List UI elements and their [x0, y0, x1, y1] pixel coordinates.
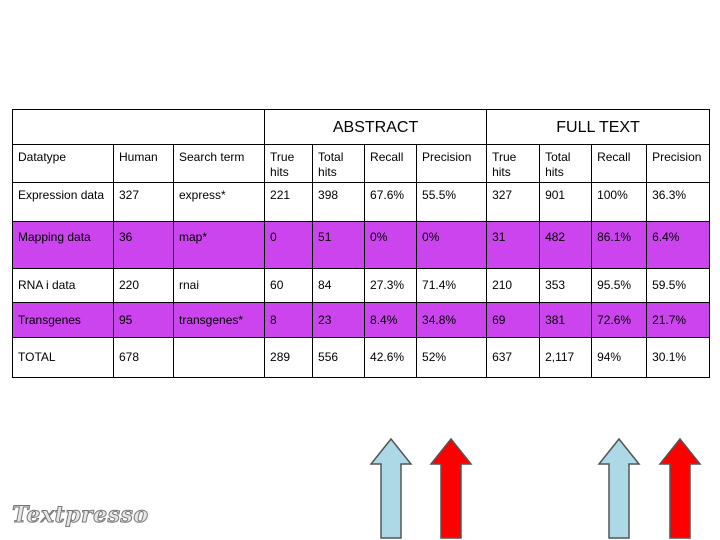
- search-term-cell: express*: [172, 182, 266, 222]
- abstract-precision-cell: 52%: [416, 337, 488, 378]
- abstract-precision-cell: 0%: [416, 221, 488, 269]
- results-table: ABSTRACT FULL TEXT Datatype Human Search…: [11, 109, 711, 378]
- column-header: Recall: [364, 144, 418, 183]
- abstract-true-hits-cell: 8: [264, 302, 314, 338]
- group-header-row: ABSTRACT FULL TEXT: [11, 109, 711, 145]
- column-header: Search term: [172, 144, 266, 183]
- fulltext-total-hits-cell: 901: [539, 182, 593, 222]
- textpresso-logo: Textpresso: [12, 502, 149, 529]
- abstract-total-hits-cell: 23: [312, 302, 366, 338]
- column-header: Precision: [416, 144, 488, 183]
- column-header: Datatype: [12, 144, 114, 183]
- fulltext-total-hits-cell: 482: [539, 221, 593, 269]
- fulltext-true-hits-cell: 210: [486, 268, 541, 303]
- datatype-cell: RNA i data: [12, 268, 114, 303]
- search-term-cell: [172, 337, 266, 378]
- arrow-shape: [369, 437, 413, 539]
- abstract-precision-cell: 55.5%: [416, 182, 488, 222]
- abstract-group-header: ABSTRACT: [264, 109, 488, 145]
- datatype-cell: TOTAL: [12, 337, 114, 378]
- up-arrow-red-icon: [658, 437, 702, 539]
- human-cell: 327: [113, 182, 174, 222]
- fulltext-recall-cell: 86.1%: [591, 221, 648, 269]
- abstract-total-hits-cell: 556: [312, 337, 366, 378]
- fulltext-recall-cell: 94%: [591, 337, 648, 378]
- empty-group-cell: [11, 109, 266, 145]
- column-header: True hits: [486, 144, 541, 183]
- abstract-true-hits-cell: 289: [264, 337, 314, 378]
- abstract-total-hits-cell: 398: [312, 182, 366, 222]
- column-header: Human: [113, 144, 174, 183]
- human-cell: 220: [113, 268, 174, 303]
- up-arrow-red-icon: [429, 437, 473, 539]
- arrow-shape: [597, 437, 641, 539]
- fulltext-recall-cell: 100%: [591, 182, 648, 222]
- fulltext-precision-cell: 36.3%: [646, 182, 711, 222]
- search-term-cell: rnai: [172, 268, 266, 303]
- column-header: Precision: [646, 144, 711, 183]
- human-cell: 95: [113, 302, 174, 338]
- abstract-total-hits-cell: 51: [312, 221, 366, 269]
- table-row: Mapping data 36 map* 0 51 0% 0% 31 482 8…: [12, 221, 711, 269]
- datatype-cell: Transgenes: [12, 302, 114, 338]
- datatype-cell: Mapping data: [12, 221, 114, 269]
- abstract-recall-cell: 67.6%: [364, 182, 418, 222]
- fulltext-true-hits-cell: 69: [486, 302, 541, 338]
- arrow-shape: [658, 437, 702, 539]
- human-cell: 36: [113, 221, 174, 269]
- up-arrow-light-blue-icon: [597, 437, 641, 539]
- table-row: Expression data 327 express* 221 398 67.…: [12, 182, 711, 222]
- table-row: RNA i data 220 rnai 60 84 27.3% 71.4% 21…: [12, 268, 711, 303]
- abstract-recall-cell: 42.6%: [364, 337, 418, 378]
- table-row: Transgenes 95 transgenes* 8 23 8.4% 34.8…: [12, 302, 711, 338]
- fulltext-recall-cell: 95.5%: [591, 268, 648, 303]
- column-header: Total hits: [312, 144, 366, 183]
- abstract-recall-cell: 27.3%: [364, 268, 418, 303]
- search-term-cell: map*: [172, 221, 266, 269]
- abstract-true-hits-cell: 60: [264, 268, 314, 303]
- fulltext-precision-cell: 30.1%: [646, 337, 711, 378]
- fulltext-total-hits-cell: 381: [539, 302, 593, 338]
- abstract-true-hits-cell: 0: [264, 221, 314, 269]
- column-header: Recall: [591, 144, 648, 183]
- human-cell: 678: [113, 337, 174, 378]
- abstract-recall-cell: 0%: [364, 221, 418, 269]
- search-term-cell: transgenes*: [172, 302, 266, 338]
- abstract-recall-cell: 8.4%: [364, 302, 418, 338]
- fulltext-true-hits-cell: 31: [486, 221, 541, 269]
- fulltext-group-header: FULL TEXT: [486, 109, 711, 145]
- abstract-precision-cell: 34.8%: [416, 302, 488, 338]
- column-header-row: Datatype Human Search term True hits Tot…: [12, 144, 711, 183]
- fulltext-total-hits-cell: 2,117: [539, 337, 593, 378]
- fulltext-total-hits-cell: 353: [539, 268, 593, 303]
- abstract-total-hits-cell: 84: [312, 268, 366, 303]
- column-header: Total hits: [539, 144, 593, 183]
- fulltext-recall-cell: 72.6%: [591, 302, 648, 338]
- abstract-precision-cell: 71.4%: [416, 268, 488, 303]
- fulltext-true-hits-cell: 327: [486, 182, 541, 222]
- fulltext-true-hits-cell: 637: [486, 337, 541, 378]
- up-arrow-light-blue-icon: [369, 437, 413, 539]
- abstract-true-hits-cell: 221: [264, 182, 314, 222]
- fulltext-precision-cell: 59.5%: [646, 268, 711, 303]
- table-row: TOTAL 678 289 556 42.6% 52% 637 2,117 94…: [12, 337, 711, 378]
- datatype-cell: Expression data: [12, 182, 114, 222]
- fulltext-precision-cell: 6.4%: [646, 221, 711, 269]
- column-header: True hits: [264, 144, 314, 183]
- fulltext-precision-cell: 21.7%: [646, 302, 711, 338]
- arrow-shape: [429, 437, 473, 539]
